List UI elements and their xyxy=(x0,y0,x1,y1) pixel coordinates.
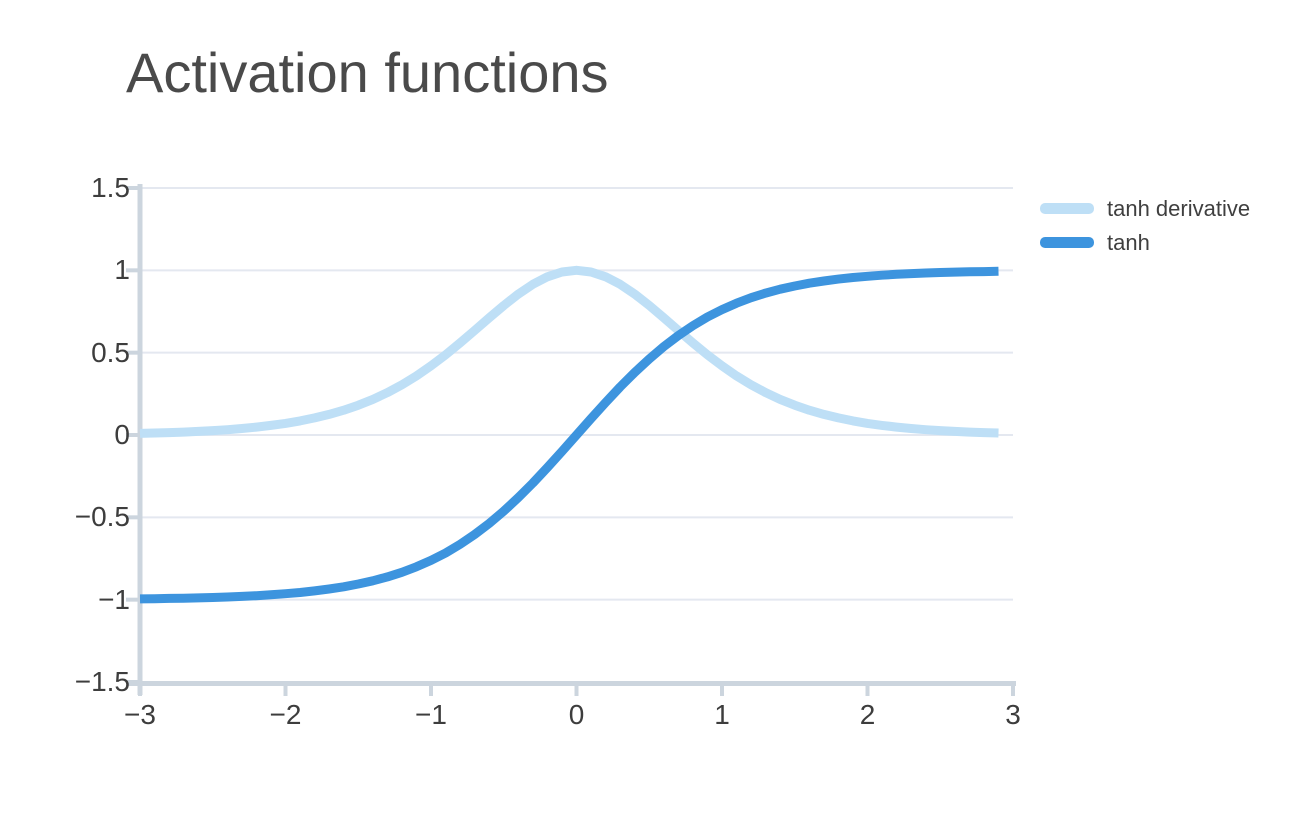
y-tick-label: 0.5 xyxy=(91,336,130,368)
x-tick-label: 2 xyxy=(859,699,876,730)
legend: tanh derivative tanh xyxy=(1040,197,1250,254)
legend-swatch-tanh xyxy=(1040,237,1094,248)
x-tick-label: −1 xyxy=(415,699,447,730)
legend-item-tanh: tanh xyxy=(1040,231,1250,254)
y-tick-label: −0.5 xyxy=(74,501,130,533)
y-tick-label: −1.5 xyxy=(74,666,130,697)
x-tick-label: −3 xyxy=(124,699,156,730)
series-line-tanh xyxy=(139,266,999,604)
x-tick-label: −2 xyxy=(269,699,302,730)
series-line-tanh-derivative xyxy=(139,265,999,438)
x-tick-label: 1 xyxy=(714,699,730,730)
y-tick-label: 1.5 xyxy=(91,172,130,203)
x-tick-label: 0 xyxy=(568,699,585,730)
legend-label-tanh: tanh xyxy=(1107,230,1150,255)
x-tick-label: 3 xyxy=(1005,699,1021,730)
y-tick-label: 0 xyxy=(114,419,130,450)
y-tick-label: 1 xyxy=(114,254,130,286)
legend-label-tanh-derivative: tanh derivative xyxy=(1107,196,1251,221)
y-tick-label: −1 xyxy=(98,583,130,615)
chart-title: Activation functions xyxy=(126,41,609,104)
legend-item-tanh-derivative: tanh derivative xyxy=(1040,197,1250,220)
legend-swatch-tanh-derivative xyxy=(1040,203,1094,214)
